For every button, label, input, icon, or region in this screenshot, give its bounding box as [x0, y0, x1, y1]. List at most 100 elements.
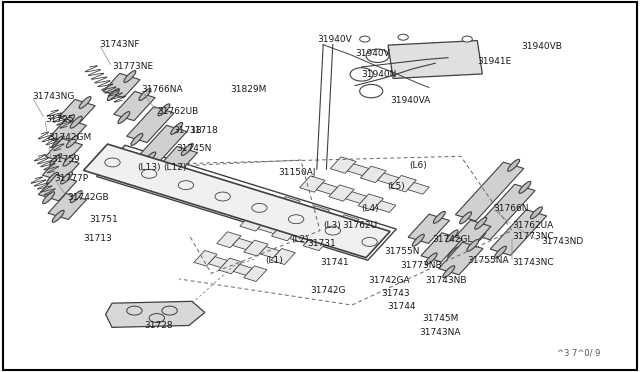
Polygon shape — [38, 175, 77, 201]
Ellipse shape — [61, 172, 72, 184]
Ellipse shape — [494, 246, 506, 258]
Polygon shape — [390, 176, 417, 192]
Text: (L3): (L3) — [323, 221, 341, 230]
Circle shape — [360, 36, 370, 42]
Text: 31829M: 31829M — [230, 85, 267, 94]
Text: 31773NB: 31773NB — [400, 262, 442, 270]
Ellipse shape — [475, 217, 486, 229]
Polygon shape — [209, 257, 227, 267]
Circle shape — [398, 34, 408, 40]
Ellipse shape — [474, 231, 486, 243]
Ellipse shape — [47, 172, 58, 184]
Ellipse shape — [443, 266, 455, 278]
Polygon shape — [97, 145, 396, 260]
Text: 31773NE: 31773NE — [112, 62, 153, 71]
Text: 31940V: 31940V — [355, 49, 390, 58]
Polygon shape — [275, 197, 300, 213]
Text: 31777P: 31777P — [54, 174, 88, 183]
Polygon shape — [388, 41, 483, 78]
Text: (L5): (L5) — [387, 182, 405, 190]
Text: (L2): (L2) — [291, 235, 309, 244]
Polygon shape — [378, 173, 399, 185]
Polygon shape — [103, 73, 140, 98]
Text: 31713: 31713 — [83, 234, 112, 243]
Text: 31743NA: 31743NA — [419, 328, 461, 337]
Ellipse shape — [70, 190, 82, 203]
Text: (L12): (L12) — [163, 163, 187, 172]
Polygon shape — [114, 92, 155, 121]
Text: 31743NB: 31743NB — [426, 276, 467, 285]
Polygon shape — [348, 164, 369, 176]
Ellipse shape — [467, 240, 479, 251]
Text: 31766NA: 31766NA — [141, 85, 182, 94]
Ellipse shape — [446, 230, 458, 242]
Text: 31755N: 31755N — [384, 247, 419, 256]
Polygon shape — [45, 138, 83, 163]
Text: 31731: 31731 — [307, 239, 336, 248]
Polygon shape — [271, 248, 295, 264]
Polygon shape — [155, 146, 197, 177]
Polygon shape — [456, 162, 524, 221]
Text: 31745M: 31745M — [422, 314, 459, 323]
Text: 31940V: 31940V — [317, 35, 351, 44]
Ellipse shape — [144, 152, 156, 164]
Ellipse shape — [50, 154, 61, 166]
Ellipse shape — [52, 136, 64, 148]
Polygon shape — [244, 266, 267, 282]
Text: 31762U: 31762U — [342, 221, 378, 230]
Text: 31150AJ: 31150AJ — [278, 169, 316, 177]
Text: 31745N: 31745N — [176, 144, 211, 153]
Text: 31743: 31743 — [381, 289, 410, 298]
Polygon shape — [375, 201, 396, 212]
Text: 31743NC: 31743NC — [512, 258, 554, 267]
Text: 31742GB: 31742GB — [67, 193, 109, 202]
Polygon shape — [316, 183, 337, 194]
Ellipse shape — [79, 97, 91, 109]
Polygon shape — [304, 206, 330, 222]
Ellipse shape — [43, 192, 54, 204]
Text: 31742GM: 31742GM — [48, 133, 92, 142]
Ellipse shape — [108, 89, 119, 100]
Ellipse shape — [159, 168, 171, 180]
Polygon shape — [303, 234, 330, 251]
Polygon shape — [421, 233, 462, 262]
Text: 31751: 31751 — [90, 215, 118, 224]
Polygon shape — [83, 144, 390, 258]
Circle shape — [462, 36, 472, 42]
Text: (L13): (L13) — [138, 163, 161, 172]
Polygon shape — [358, 194, 383, 210]
Text: 31742GL: 31742GL — [432, 235, 472, 244]
Text: 31941E: 31941E — [477, 57, 511, 66]
Polygon shape — [444, 220, 491, 256]
Text: (L6): (L6) — [410, 161, 428, 170]
Polygon shape — [291, 203, 313, 215]
Polygon shape — [194, 250, 217, 266]
Polygon shape — [127, 107, 174, 142]
Text: 31718: 31718 — [189, 126, 218, 135]
Polygon shape — [346, 192, 367, 203]
Ellipse shape — [52, 210, 64, 222]
Polygon shape — [258, 222, 280, 234]
Ellipse shape — [181, 144, 193, 155]
Text: 31940N: 31940N — [362, 70, 397, 79]
Text: 31762UA: 31762UA — [512, 221, 553, 230]
Polygon shape — [244, 240, 268, 256]
Polygon shape — [289, 231, 312, 243]
Polygon shape — [271, 224, 298, 241]
Ellipse shape — [171, 122, 182, 134]
Text: 31743NF: 31743NF — [99, 40, 140, 49]
Text: 31741: 31741 — [320, 258, 349, 267]
Ellipse shape — [460, 212, 472, 224]
Ellipse shape — [531, 207, 543, 219]
Text: 31718: 31718 — [173, 126, 202, 135]
Polygon shape — [140, 125, 187, 161]
Polygon shape — [329, 185, 354, 201]
Polygon shape — [106, 301, 205, 327]
Ellipse shape — [67, 136, 78, 148]
Text: 31743ND: 31743ND — [541, 237, 583, 246]
Ellipse shape — [433, 211, 445, 223]
Ellipse shape — [70, 116, 82, 128]
Polygon shape — [217, 232, 241, 248]
Ellipse shape — [118, 112, 130, 124]
Ellipse shape — [124, 71, 136, 83]
